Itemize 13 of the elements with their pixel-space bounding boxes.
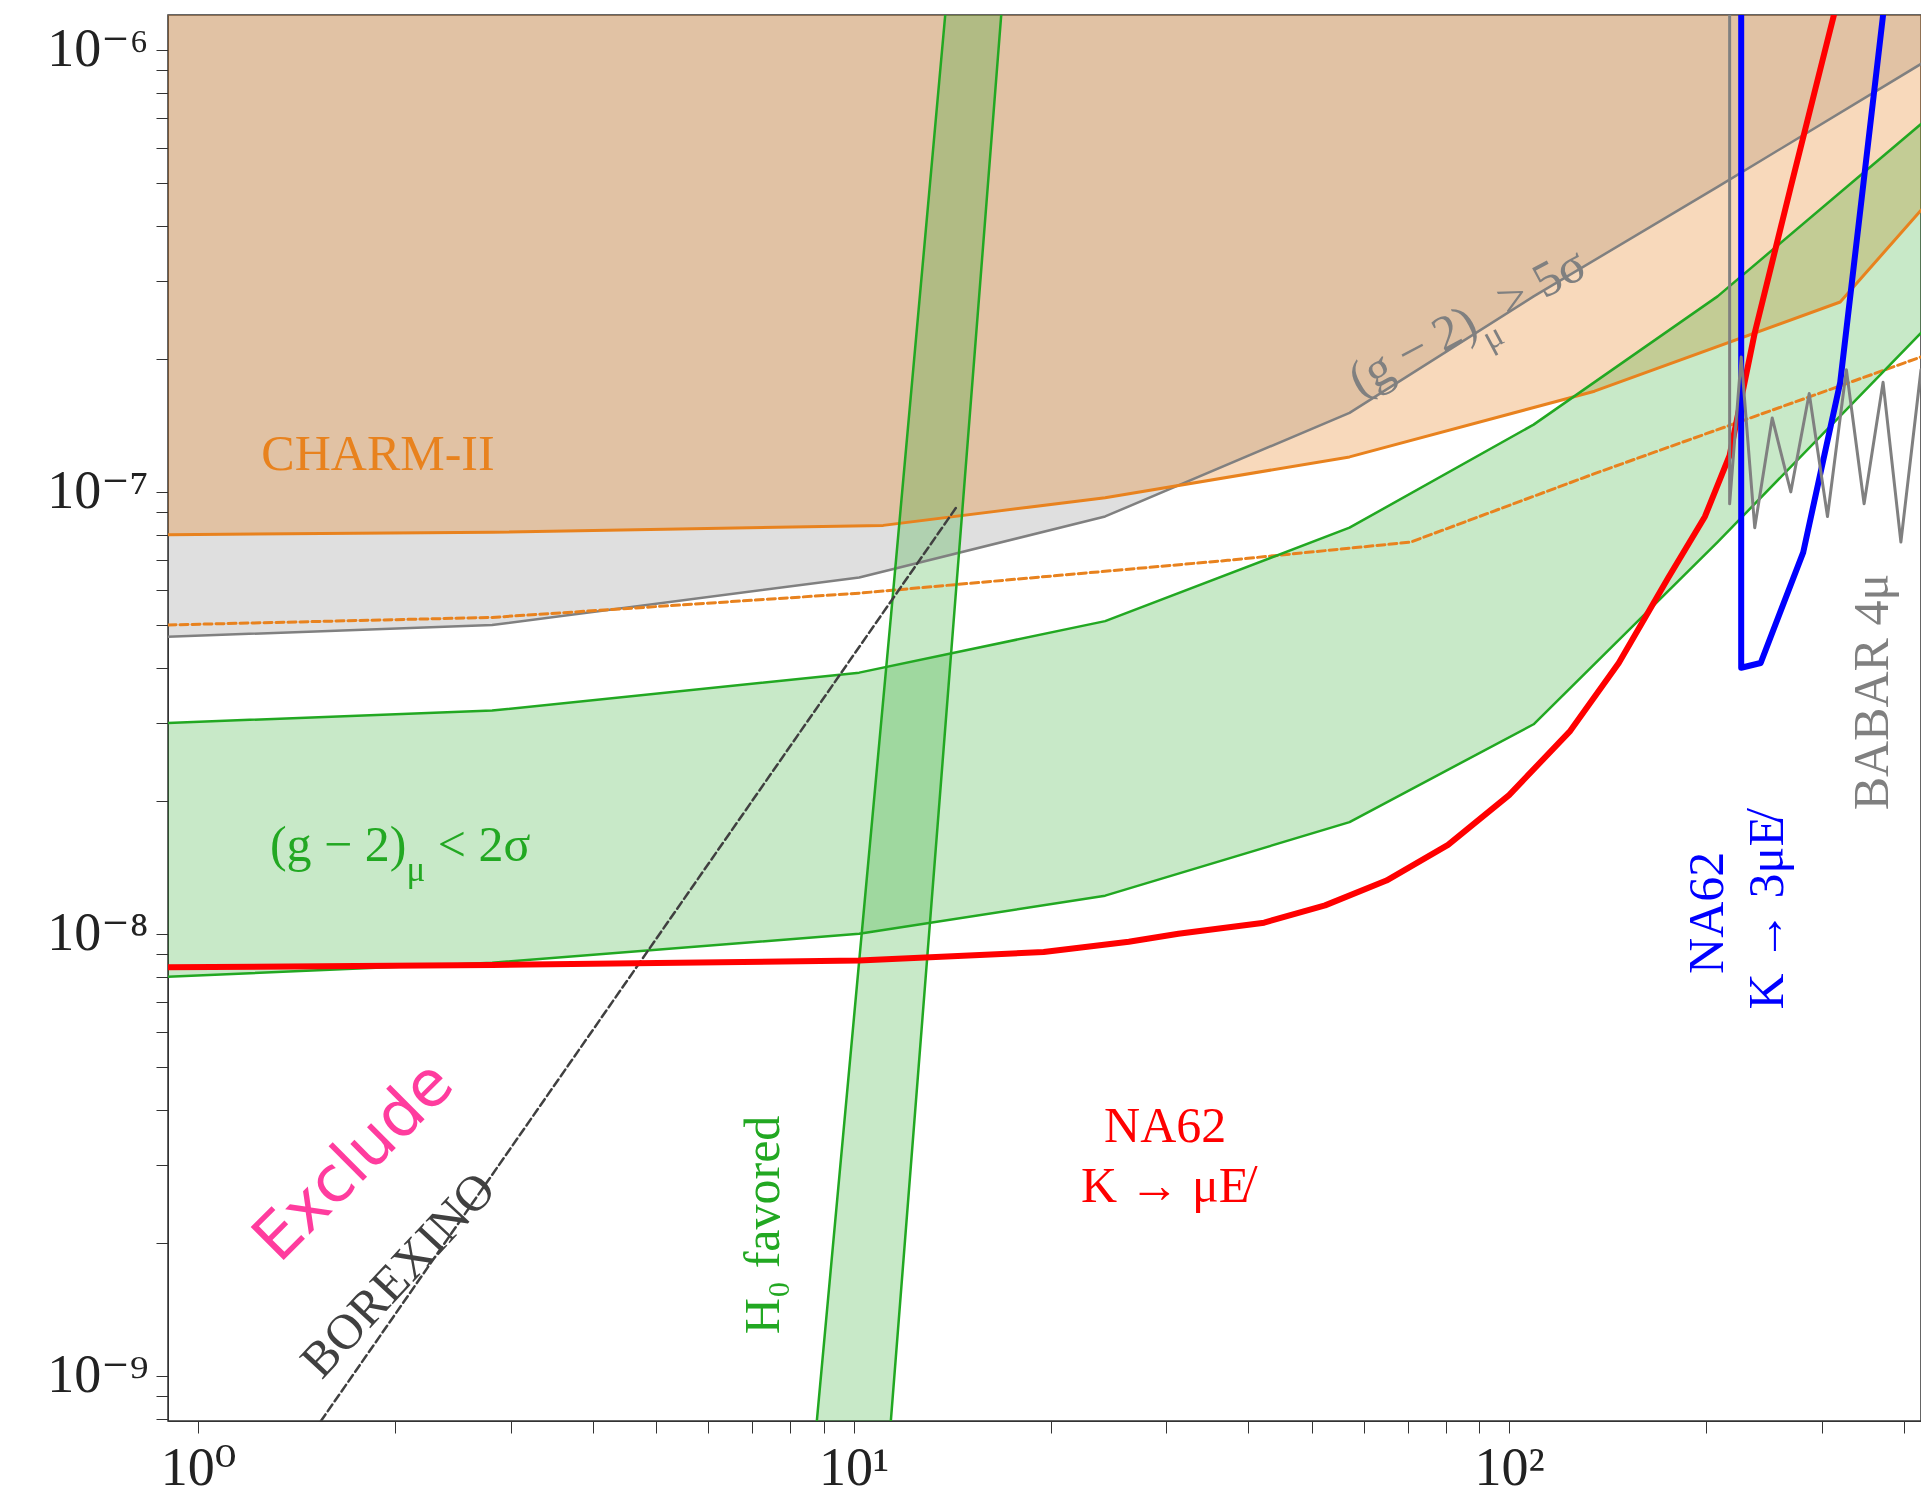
y-tick-label: 10⁻⁹ bbox=[47, 1344, 149, 1405]
text: BABAR 4μ bbox=[1843, 573, 1900, 811]
x-tick-label: 10² bbox=[1474, 1436, 1545, 1497]
x-tick-label: 10¹ bbox=[818, 1436, 890, 1497]
series-label: (g − 2)$_{μ}$ < 2σ bbox=[269, 816, 531, 889]
text: NA62 K → 3μE̸ bbox=[1677, 807, 1794, 1010]
text: NA62 K → μE̸ bbox=[1080, 1097, 1259, 1214]
y-tick-label: 10⁻⁷ bbox=[47, 460, 149, 521]
text: H₀ favored bbox=[734, 1115, 791, 1335]
y-tick-label: 10⁻⁸ bbox=[47, 902, 149, 963]
y-tick-label: 10⁻⁶ bbox=[47, 18, 149, 79]
series-label: CHARM-II bbox=[261, 425, 495, 482]
x-tick-label: 10⁰ bbox=[160, 1436, 237, 1497]
